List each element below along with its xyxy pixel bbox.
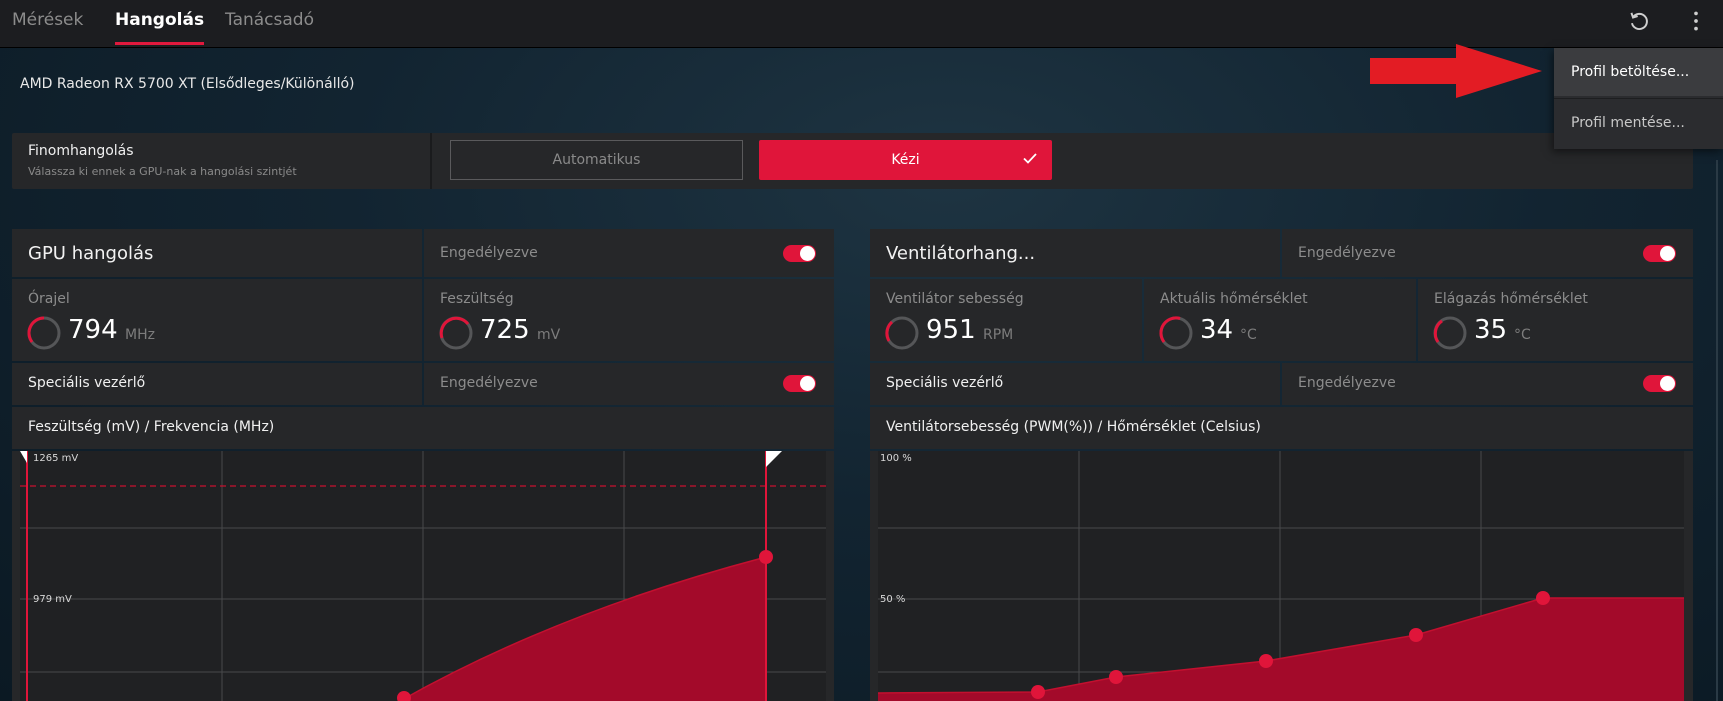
fan-curve-point[interactable] — [1259, 654, 1273, 668]
manual-button-label: Kézi — [891, 152, 920, 168]
gpu-advanced-label: Speciális vezérlő — [28, 375, 146, 391]
save-profile-menu-item[interactable]: Profil mentése... — [1571, 115, 1685, 131]
fan-speed-unit: RPM — [983, 327, 1014, 343]
automatic-button[interactable]: Automatikus — [450, 140, 743, 180]
tuning-subtitle: Válassza ki ennek a GPU-nak a hangolási … — [28, 165, 297, 178]
max-handle-icon[interactable] — [766, 451, 782, 467]
voltage-value: 725 — [480, 315, 530, 345]
check-icon — [1023, 153, 1037, 164]
fan-y-axis-max-label: 100 % — [880, 453, 912, 464]
fan-curve-svg[interactable] — [878, 451, 1684, 701]
gpu-tuning-header: GPU hangolás — [12, 229, 422, 277]
top-tab-bar: Mérések Hangolás Tanácsadó — [0, 0, 1723, 48]
clock-unit: MHz — [125, 327, 155, 343]
more-vert-icon[interactable] — [1683, 8, 1709, 34]
fan-tuning-enable-cell: Engedélyezve — [1282, 229, 1693, 277]
junction-temp-gauge-icon — [1433, 316, 1467, 350]
fan-speed-metric: Ventilátor sebesség 951 RPM — [870, 279, 1142, 361]
fan-curve-point[interactable] — [1536, 591, 1550, 605]
gpu-advanced-enable-cell: Engedélyezve — [424, 363, 834, 405]
voltage-metric: Feszültség 725 mV — [424, 279, 834, 361]
fan-chart-container: 100 % 50 % — [870, 451, 1693, 701]
gpu-tuning-toggle[interactable] — [783, 245, 816, 262]
fan-tuning-panel: Ventilátorhang... Engedélyezve Ventiláto… — [870, 229, 1693, 701]
voltage-curve-svg[interactable] — [20, 451, 826, 701]
tab-tuning[interactable]: Hangolás — [115, 0, 205, 48]
fan-curve-point[interactable] — [1031, 685, 1045, 699]
fan-advanced-toggle[interactable] — [1643, 375, 1676, 392]
junction-temp-metric: Elágazás hőmérséklet 35 °C — [1418, 279, 1693, 361]
current-temp-value: 34 — [1200, 315, 1234, 345]
gpu-advanced-control: Speciális vezérlő — [12, 363, 422, 405]
voltage-label: Feszültség — [440, 291, 514, 307]
red-arrow-icon — [1370, 44, 1542, 98]
fan-advanced-enable-cell: Engedélyezve — [1282, 363, 1693, 405]
load-profile-menu-item[interactable]: Profil betöltése... — [1554, 48, 1723, 96]
gpu-tuning-panel: GPU hangolás Engedélyezve Órajel 794 MHz… — [12, 229, 834, 701]
current-temp-metric: Aktuális hőmérséklet 34 °C — [1144, 279, 1416, 361]
fan-advanced-label: Speciális vezérlő — [886, 375, 1004, 391]
voltage-chart-container: 1265 mV 979 mV — [12, 451, 834, 701]
automatic-button-label: Automatikus — [552, 152, 641, 168]
fan-chart-header: Ventilátorsebesség (PWM(%)) / Hőmérsékle… — [870, 407, 1693, 449]
junction-temp-label: Elágazás hőmérséklet — [1434, 291, 1588, 307]
gpu-tuning-enable-cell: Engedélyezve — [424, 229, 834, 277]
clock-gauge-icon — [27, 316, 61, 350]
tuning-title: Finomhangolás — [28, 143, 134, 159]
tuning-mode-row: Finomhangolás Válassza ki ennek a GPU-na… — [12, 133, 1693, 189]
y-axis-max-label: 1265 mV — [33, 453, 79, 464]
fan-y-axis-mid-label: 50 % — [880, 594, 906, 605]
junction-temp-value: 35 — [1474, 315, 1508, 345]
fan-curve-point[interactable] — [1409, 628, 1423, 642]
fan-advanced-enabled-label: Engedélyezve — [1298, 375, 1396, 391]
clock-metric: Órajel 794 MHz — [12, 279, 422, 361]
fan-tuning-header: Ventilátorhang... — [870, 229, 1280, 277]
min-handle-icon[interactable] — [20, 451, 27, 463]
tab-measurements[interactable]: Mérések — [12, 10, 84, 30]
current-temp-unit: °C — [1240, 327, 1257, 343]
clock-value: 794 — [68, 315, 118, 345]
fan-speed-gauge-icon — [885, 316, 919, 350]
fan-tuning-title: Ventilátorhang... — [886, 243, 1036, 264]
scrollbar[interactable] — [1716, 160, 1718, 701]
clock-label: Órajel — [28, 291, 70, 307]
junction-temp-unit: °C — [1514, 327, 1531, 343]
manual-button[interactable]: Kézi — [759, 140, 1052, 180]
voltage-curve-line — [399, 556, 767, 701]
current-temp-gauge-icon — [1159, 316, 1193, 350]
gpu-advanced-toggle[interactable] — [783, 375, 816, 392]
current-temp-label: Aktuális hőmérséklet — [1160, 291, 1308, 307]
curve-point[interactable] — [397, 691, 411, 701]
menu-divider — [1554, 98, 1723, 99]
voltage-curve-fill — [20, 557, 766, 701]
fan-curve-point[interactable] — [1109, 670, 1123, 684]
y-axis-mid-label: 979 mV — [33, 594, 72, 605]
voltage-chart[interactable]: 1265 mV 979 mV — [20, 451, 826, 701]
fan-chart-title: Ventilátorsebesség (PWM(%)) / Hőmérsékle… — [886, 419, 1261, 435]
fan-tuning-toggle[interactable] — [1643, 245, 1676, 262]
gpu-advanced-enabled-label: Engedélyezve — [440, 375, 538, 391]
curve-point[interactable] — [759, 550, 773, 564]
voltage-unit: mV — [537, 327, 561, 343]
gpu-name: AMD Radeon RX 5700 XT (Elsődleges/Különá… — [20, 76, 355, 92]
fan-curve-fill — [878, 598, 1684, 701]
fan-chart[interactable]: 100 % 50 % — [878, 451, 1684, 701]
fan-speed-value: 951 — [926, 315, 976, 345]
fan-tuning-enabled-label: Engedélyezve — [1298, 245, 1396, 261]
fan-advanced-control: Speciális vezérlő — [870, 363, 1280, 405]
fan-speed-label: Ventilátor sebesség — [886, 291, 1024, 307]
voltage-gauge-icon — [439, 316, 473, 350]
voltage-chart-header: Feszültség (mV) / Frekvencia (MHz) — [12, 407, 834, 449]
tab-advisor[interactable]: Tanácsadó — [225, 10, 314, 30]
gpu-tuning-enabled-label: Engedélyezve — [440, 245, 538, 261]
options-menu: Profil betöltése... Profil mentése... — [1554, 48, 1723, 149]
reset-icon[interactable] — [1626, 8, 1652, 34]
voltage-chart-title: Feszültség (mV) / Frekvencia (MHz) — [28, 419, 275, 435]
gpu-tuning-title: GPU hangolás — [28, 243, 154, 264]
tuning-mode-info: Finomhangolás Válassza ki ennek a GPU-na… — [12, 133, 432, 189]
